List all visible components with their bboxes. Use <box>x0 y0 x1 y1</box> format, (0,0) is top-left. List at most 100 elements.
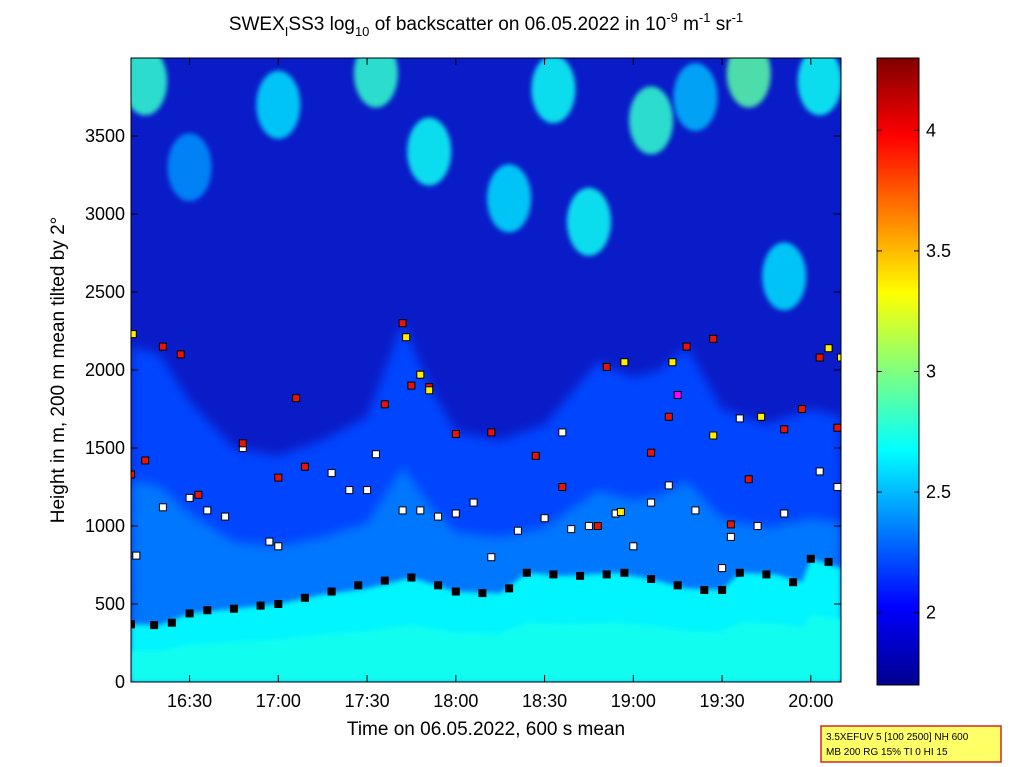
cloud-patch <box>797 58 841 116</box>
red-square-marker <box>744 475 753 484</box>
white-square-marker <box>363 486 372 495</box>
black-square-marker <box>327 587 336 596</box>
white-square-marker <box>451 509 460 518</box>
red-square-marker <box>833 423 841 432</box>
colorbar-tick-label: 2 <box>926 603 936 623</box>
white-square-marker <box>185 493 194 502</box>
white-square-marker <box>327 469 336 477</box>
y-tick-label: 3000 <box>85 204 125 224</box>
red-square-marker <box>593 522 602 530</box>
black-square-marker <box>505 584 514 593</box>
black-square-marker <box>185 609 194 618</box>
red-square-marker <box>815 353 824 362</box>
red-square-marker <box>682 342 691 351</box>
y-tick-label: 3500 <box>85 126 125 146</box>
white-square-marker <box>726 532 735 541</box>
white-square-marker <box>371 450 380 459</box>
white-square-marker <box>221 512 230 521</box>
white-square-marker <box>753 522 762 530</box>
red-square-marker <box>726 520 735 529</box>
cloud-patch <box>762 242 807 311</box>
cloud-patch <box>353 58 398 108</box>
red-square-marker <box>398 319 407 328</box>
yellow-square-marker <box>668 358 677 367</box>
white-square-marker <box>398 506 407 515</box>
red-square-marker <box>709 334 718 343</box>
yellow-square-marker <box>402 333 411 342</box>
colorbar-tick-label: 3.5 <box>926 241 951 261</box>
y-tick-label: 2000 <box>85 360 125 380</box>
black-square-marker <box>549 570 558 579</box>
yellow-square-marker <box>837 353 841 362</box>
white-square-marker <box>487 553 496 562</box>
black-square-marker <box>150 621 159 630</box>
black-square-marker <box>824 557 833 566</box>
black-square-marker <box>602 570 611 579</box>
colorbar-tick-label: 2.5 <box>926 482 951 502</box>
white-square-marker <box>158 503 167 512</box>
y-axis: 0 500 1000 1500 2000 2500 3000 3500 <box>85 126 841 692</box>
red-square-marker <box>238 439 247 448</box>
black-square-marker <box>762 570 771 579</box>
cloud-patch <box>407 117 452 186</box>
white-square-marker <box>584 522 593 530</box>
black-square-marker <box>576 571 585 580</box>
black-square-marker <box>434 581 443 590</box>
black-square-marker <box>203 606 212 615</box>
black-square-marker <box>274 600 283 608</box>
black-square-marker <box>380 576 389 585</box>
white-square-marker <box>735 414 744 423</box>
colorbar-gradient <box>876 57 920 686</box>
white-square-marker <box>558 428 567 437</box>
white-square-marker <box>265 537 274 546</box>
black-square-marker <box>522 568 531 577</box>
title-sup-m9: -9 <box>666 10 678 25</box>
title-sub-10: 10 <box>355 24 369 39</box>
white-square-marker <box>780 509 789 518</box>
cloud-patch <box>487 164 532 233</box>
red-square-marker <box>176 350 185 359</box>
y-axis-label: Height in m, 200 m mean tilted by 2° <box>48 217 69 523</box>
red-square-marker <box>451 430 460 438</box>
cloud-patch <box>256 70 301 139</box>
x-tick-label: 17:30 <box>345 691 390 711</box>
y-tick-label: 500 <box>95 594 125 614</box>
black-square-marker <box>718 586 727 594</box>
red-square-marker <box>602 362 611 371</box>
title-sup-m1a: -1 <box>699 10 711 25</box>
white-square-marker <box>345 486 354 495</box>
x-axis: 16:30 17:00 17:30 18:00 18:30 19:00 19:30 20:00 <box>167 58 833 711</box>
red-square-marker <box>131 470 135 479</box>
colorbar-tick-label: 4 <box>926 120 936 140</box>
title-mid4: sr <box>710 14 732 35</box>
white-square-marker <box>567 525 576 534</box>
yellow-square-marker <box>824 344 833 353</box>
white-square-marker <box>274 542 283 551</box>
black-square-marker <box>451 587 460 596</box>
cloud-patch <box>629 86 674 155</box>
red-square-marker <box>797 405 806 413</box>
black-square-marker <box>789 578 798 587</box>
cloud-patch <box>673 63 718 131</box>
white-square-marker <box>664 481 673 490</box>
black-square-marker <box>407 573 416 582</box>
x-tick-label: 18:30 <box>522 691 567 711</box>
white-square-marker <box>513 526 522 535</box>
black-square-marker <box>229 604 238 613</box>
chart-title: SWEXISS3 log10 of backscatter on 06.05.2… <box>229 10 743 39</box>
magenta-square-marker <box>673 391 682 399</box>
red-square-marker <box>141 456 150 465</box>
black-square-marker <box>256 601 265 610</box>
white-square-marker <box>434 512 443 521</box>
white-square-marker <box>540 514 549 523</box>
title-sup-m1b: -1 <box>732 10 744 25</box>
title-mid2: of backscatter on 06.05.2022 in 10 <box>369 14 666 35</box>
black-square-marker <box>673 581 682 590</box>
black-square-marker <box>700 586 709 594</box>
y-tick-label: 2500 <box>85 282 125 302</box>
x-axis-label: Time on 06.05.2022, 600 s mean <box>347 719 625 740</box>
yellow-square-marker <box>425 386 434 395</box>
yellow-square-marker <box>620 358 629 367</box>
x-tick-label: 17:00 <box>256 691 301 711</box>
red-square-marker <box>407 381 416 390</box>
